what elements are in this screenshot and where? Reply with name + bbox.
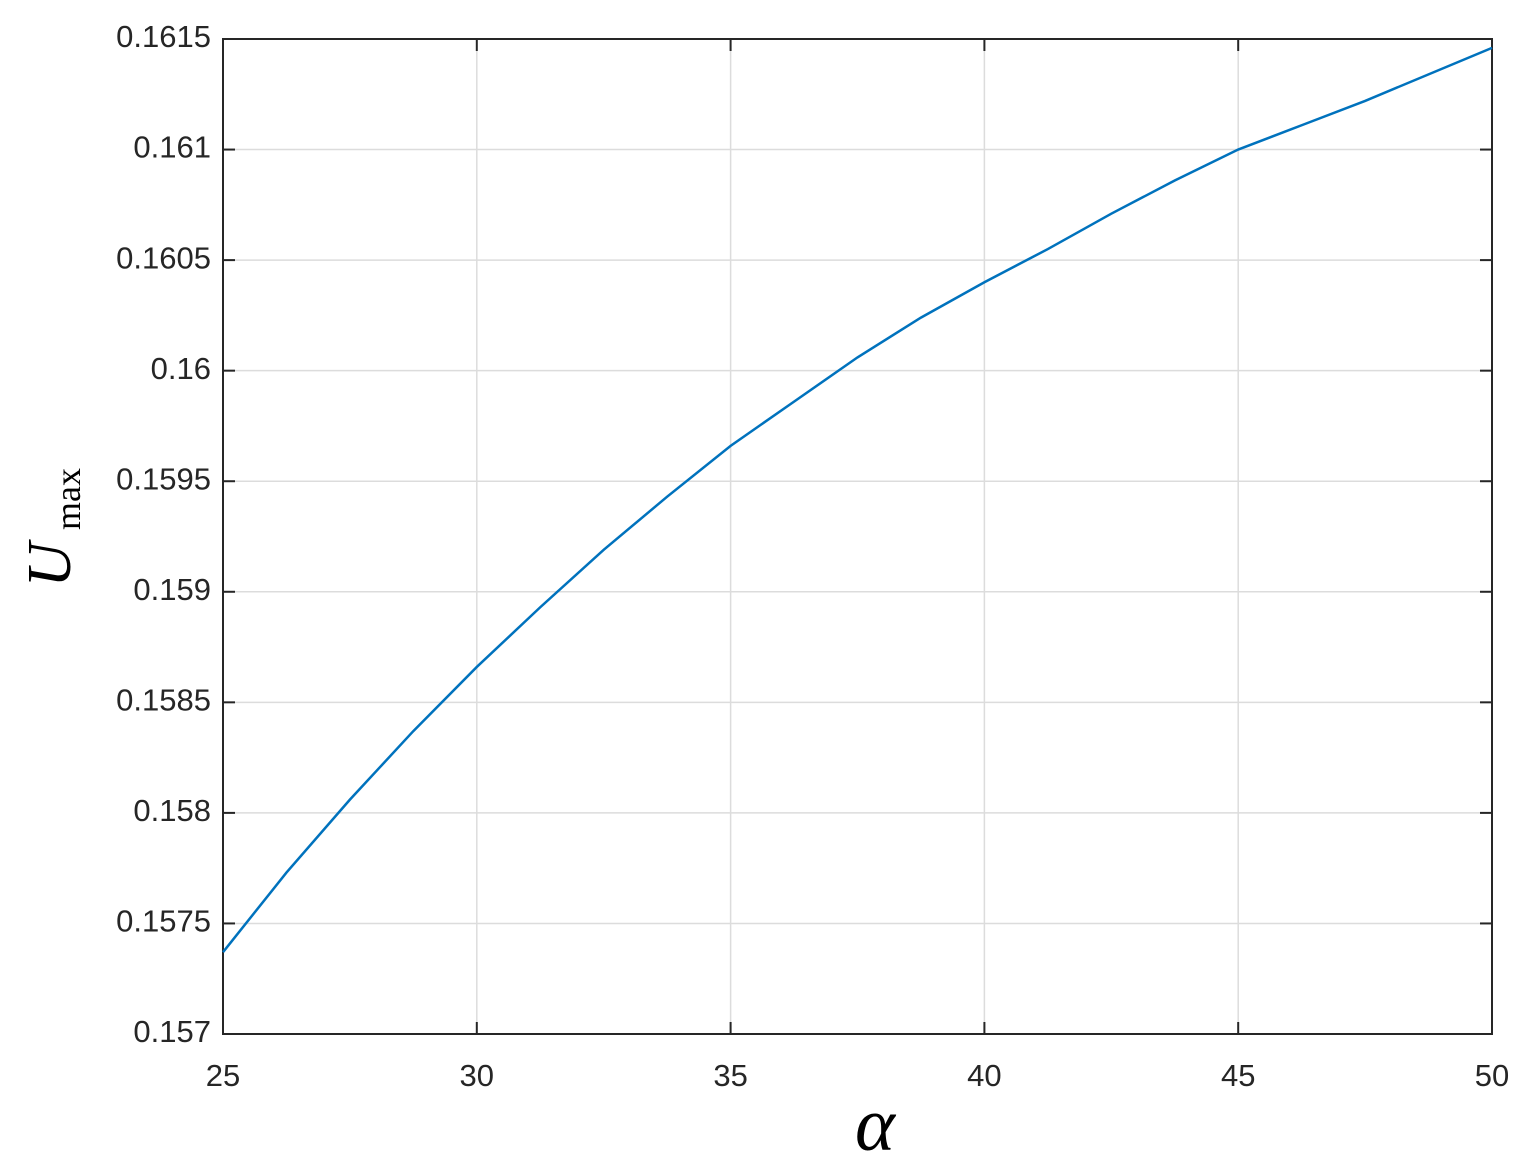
y-tick-label: 0.1605 [116, 240, 211, 275]
y-tick-label: 0.1575 [116, 904, 211, 939]
x-tick-label: 25 [206, 1058, 240, 1093]
x-tick-label: 50 [1475, 1058, 1509, 1093]
y-tick-label: 0.1615 [116, 19, 211, 54]
x-tick-label: 35 [713, 1058, 747, 1093]
x-tick-label: 45 [1221, 1058, 1255, 1093]
x-tick-label: 40 [967, 1058, 1001, 1093]
y-tick-label: 0.1585 [116, 683, 211, 718]
y-axis-label: U max [16, 468, 88, 587]
y-tick-label: 0.159 [133, 572, 211, 607]
y-axis-label-main: U [16, 538, 84, 587]
y-axis-label-sub: max [48, 468, 88, 530]
y-tick-label: 0.161 [133, 130, 211, 165]
x-tick-label: 30 [460, 1058, 494, 1093]
x-axis-label: α [855, 1083, 897, 1166]
y-tick-label: 0.157 [133, 1014, 211, 1049]
y-tick-label: 0.158 [133, 793, 211, 828]
plot-frame [222, 38, 1493, 1035]
y-tick-label: 0.1595 [116, 461, 211, 496]
y-tick-label: 0.16 [151, 351, 211, 386]
data-line [222, 46, 1493, 953]
